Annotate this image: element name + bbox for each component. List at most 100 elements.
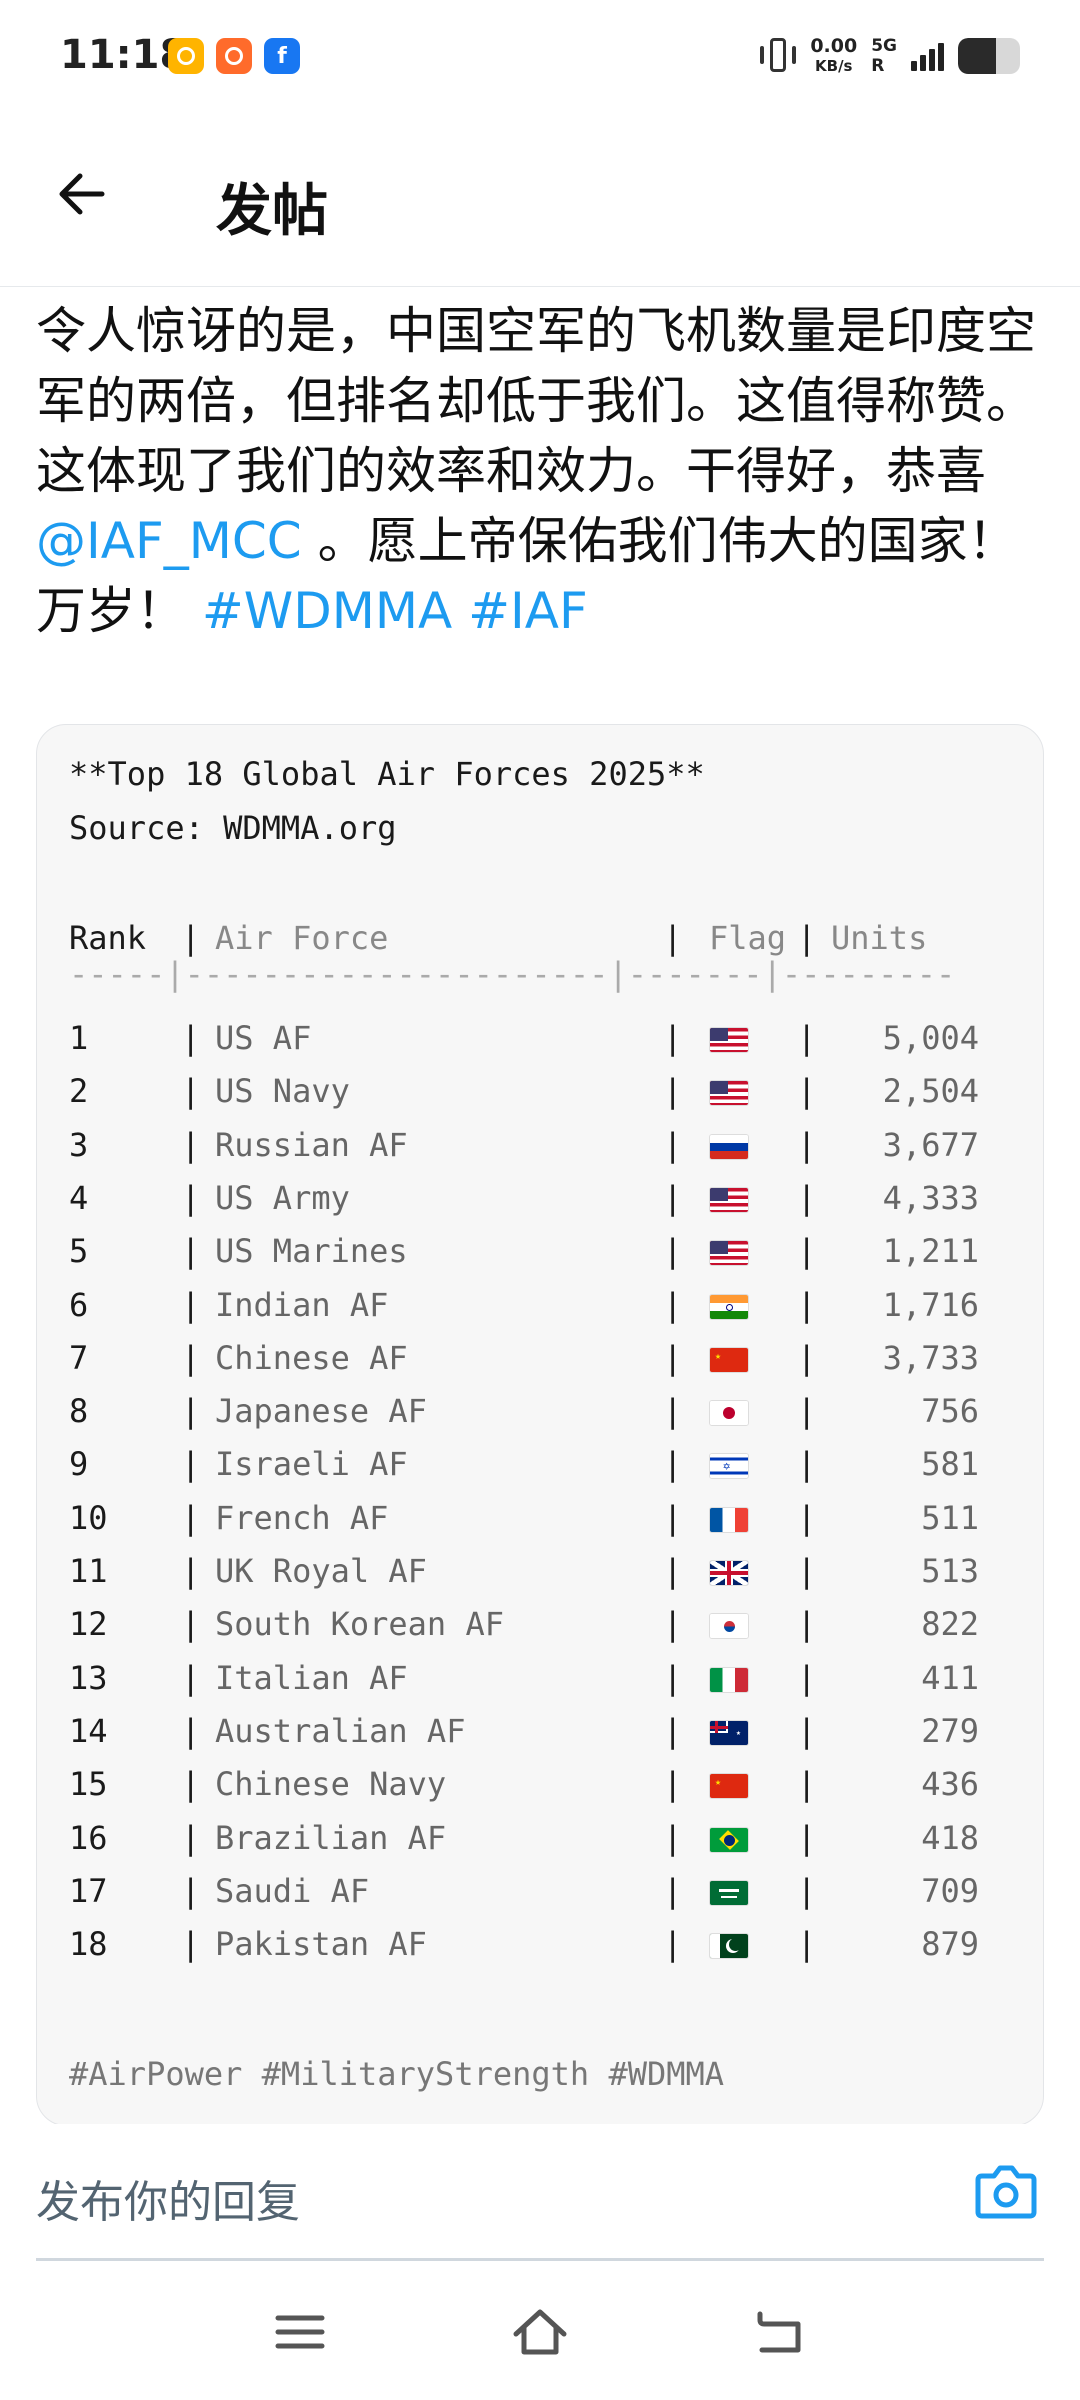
flag-kr-icon xyxy=(709,1613,749,1640)
rank-cell: 5 xyxy=(69,1232,89,1271)
air-force-cell: South Korean AF xyxy=(215,1605,504,1644)
rank-cell: 12 xyxy=(69,1605,108,1644)
units-cell: 4,333 xyxy=(882,1178,979,1217)
air-force-cell: Russian AF xyxy=(215,1125,408,1164)
system-nav-bar xyxy=(0,2262,1080,2400)
table-row: 7 | Chinese AF | ★ | 3,733 xyxy=(69,1339,1029,1393)
column-divider: | xyxy=(663,1658,683,1697)
table-row: 2 | US Navy | | 2,504 xyxy=(69,1072,1029,1126)
table-row: 17 | Saudi AF | | 709 xyxy=(69,1872,1029,1926)
column-divider: | xyxy=(181,1232,201,1271)
rank-cell: 7 xyxy=(69,1338,89,1377)
table-row: 3 | Russian AF | | 3,677 xyxy=(69,1126,1029,1180)
flag-cn-icon: ★ xyxy=(709,1773,749,1800)
network-label: 5G xyxy=(871,36,897,56)
flag-us-icon xyxy=(709,1186,749,1213)
table-row: 4 | US Army | | 4,333 xyxy=(69,1179,1029,1233)
column-divider: | xyxy=(181,1658,201,1697)
air-force-cell: French AF xyxy=(215,1498,389,1537)
column-divider: | xyxy=(797,1552,817,1590)
air-force-cell: Chinese Navy xyxy=(215,1765,447,1804)
units-cell: 513 xyxy=(921,1552,979,1590)
column-divider: | xyxy=(181,1552,201,1590)
air-force-cell: US Army xyxy=(215,1178,350,1217)
flag-us-icon xyxy=(709,1027,749,1053)
units-cell: 3,677 xyxy=(882,1125,979,1164)
flag-fr-icon xyxy=(709,1506,749,1533)
quoted-card[interactable]: **Top 18 Global Air Forces 2025** Source… xyxy=(36,724,1044,2126)
column-divider: | xyxy=(797,1658,817,1697)
column-divider: | xyxy=(181,1445,201,1484)
units-cell: 418 xyxy=(921,1818,979,1857)
column-divider: | xyxy=(797,1232,817,1271)
column-divider: | xyxy=(181,1765,201,1804)
column-divider: | xyxy=(663,1338,683,1377)
flag-us-icon xyxy=(709,1080,749,1107)
column-divider: | xyxy=(663,1552,683,1590)
menu-icon[interactable] xyxy=(270,2306,330,2358)
column-divider: | xyxy=(797,1818,817,1857)
column-divider: | xyxy=(797,1605,817,1644)
mention-link[interactable]: @IAF_MCC xyxy=(36,512,302,570)
table-row: 13 | Italian AF | | 411 xyxy=(69,1659,1029,1713)
table-separator: -----|----------------------|-------|---… xyxy=(69,955,956,993)
header-rank: Rank xyxy=(69,919,147,957)
battery-icon xyxy=(958,38,1020,74)
column-divider: | xyxy=(797,1178,817,1217)
hashtag-iaf[interactable]: #IAF xyxy=(468,582,588,640)
rank-cell: 2 xyxy=(69,1072,89,1111)
units-cell: 5,004 xyxy=(882,1019,979,1057)
units-cell: 1,211 xyxy=(882,1232,979,1271)
flag-il-icon: ✡ xyxy=(709,1453,749,1480)
home-icon[interactable] xyxy=(510,2306,570,2358)
rank-cell: 8 xyxy=(69,1392,89,1431)
post-text: 令人惊讶的是，中国空军的飞机数量是印度空军的两倍，但排名却低于我们。这值得称赞。… xyxy=(36,296,1046,646)
air-force-cell: UK Royal AF xyxy=(215,1552,427,1590)
back-arrow-icon[interactable] xyxy=(52,164,112,224)
column-divider: | xyxy=(797,1392,817,1431)
column-divider: | xyxy=(797,1019,817,1057)
flag-gb-icon xyxy=(709,1560,749,1586)
column-divider: | xyxy=(797,1285,817,1324)
reply-bar: 发布你的回复 xyxy=(0,2124,1080,2261)
air-force-cell: US Marines xyxy=(215,1232,408,1271)
units-cell: 756 xyxy=(921,1392,979,1431)
rank-cell: 16 xyxy=(69,1818,108,1857)
column-divider: | xyxy=(181,1498,201,1537)
rank-cell: 3 xyxy=(69,1125,89,1164)
rank-cell: 4 xyxy=(69,1178,89,1217)
status-time: 11:18 xyxy=(60,32,188,78)
flag-sa-icon xyxy=(709,1879,749,1906)
flag-us-icon xyxy=(709,1240,749,1267)
net-speed-unit: KB/s xyxy=(815,57,853,75)
table-row: 15 | Chinese Navy | ★ | 436 xyxy=(69,1765,1029,1819)
air-force-cell: Australian AF xyxy=(215,1711,466,1750)
column-divider: | xyxy=(181,1285,201,1324)
camera-icon[interactable] xyxy=(974,2160,1038,2222)
status-indicators: 0.00 KB/s 5G R xyxy=(760,36,1020,76)
column-divider: | xyxy=(663,1711,683,1750)
units-cell: 2,504 xyxy=(882,1072,979,1111)
rank-cell: 9 xyxy=(69,1445,89,1484)
column-divider: | xyxy=(181,1125,201,1164)
column-divider: | xyxy=(663,1445,683,1484)
column-divider: | xyxy=(663,1072,683,1111)
air-force-cell: Chinese AF xyxy=(215,1338,408,1377)
column-divider: | xyxy=(663,1871,683,1910)
table-row: 5 | US Marines | | 1,211 xyxy=(69,1232,1029,1286)
hashtag-wdmma[interactable]: #WDMMA xyxy=(201,582,453,640)
column-divider: | xyxy=(181,1605,201,1644)
air-force-cell: Israeli AF xyxy=(215,1445,408,1484)
net-speed: 0.00 KB/s xyxy=(810,36,857,76)
column-divider: | xyxy=(663,1765,683,1804)
rank-cell: 10 xyxy=(69,1498,108,1537)
back-nav-icon[interactable] xyxy=(750,2306,810,2358)
table-row: 1 | US AF | | 5,004 xyxy=(69,1019,1029,1073)
column-divider: | xyxy=(797,1765,817,1804)
header-flag: Flag xyxy=(709,919,787,957)
units-cell: 822 xyxy=(921,1605,979,1644)
card-hashtags: #AirPower #MilitaryStrength #WDMMA xyxy=(69,2055,725,2093)
reply-input[interactable]: 发布你的回复 xyxy=(36,2177,300,2228)
rank-cell: 18 xyxy=(69,1925,108,1964)
air-force-cell: Pakistan AF xyxy=(215,1925,427,1964)
